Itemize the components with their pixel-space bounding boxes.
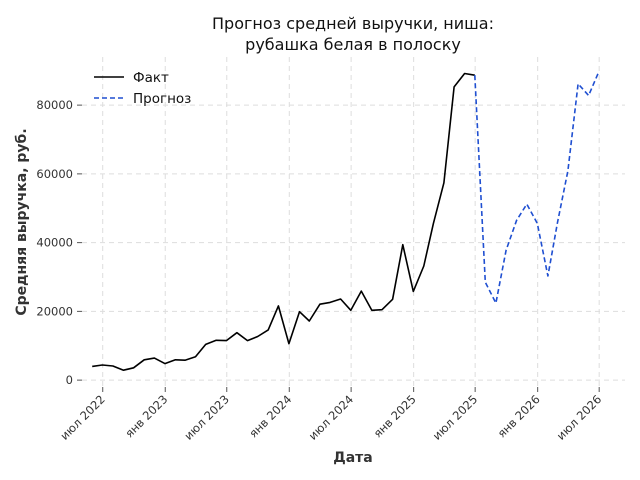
series-line-forecast — [474, 71, 600, 304]
x-tick-label: июл 2026 — [554, 392, 605, 443]
legend-label-fact: Факт — [133, 70, 169, 86]
x-tick-label: июл 2022 — [57, 392, 108, 443]
legend-label-forecast: Прогноз — [133, 91, 191, 107]
grid — [82, 57, 625, 387]
y-tick-label: 20000 — [36, 304, 73, 318]
x-axis-label: Дата — [333, 450, 372, 466]
x-tick-label: янв 2026 — [495, 392, 543, 440]
x-tick-label: июл 2023 — [181, 392, 232, 443]
x-tick-label: июл 2024 — [306, 392, 357, 443]
y-tick-label: 0 — [66, 373, 73, 387]
series-line-fact — [92, 72, 475, 371]
chart-title-line-1: Прогноз средней выручки, ниша: — [212, 14, 494, 33]
x-tick-label: янв 2025 — [371, 392, 419, 440]
y-tick-label: 80000 — [36, 98, 73, 112]
series-lines — [92, 71, 600, 371]
y-axis-label: Средняя выручка, руб. — [14, 128, 30, 315]
x-tick-label: янв 2023 — [122, 392, 170, 440]
chart-title-line-2: рубашка белая в полоску — [245, 35, 461, 54]
y-tick-label: 40000 — [36, 236, 73, 250]
x-tick-label: июл 2025 — [430, 392, 481, 443]
y-axis-ticks: 0 20000 40000 60000 80000 — [36, 98, 82, 387]
legend: Факт Прогноз — [94, 70, 191, 107]
x-tick-label: янв 2024 — [246, 392, 294, 440]
x-axis-ticks: июл 2022 янв 2023 июл 2023 янв 2024 июл 2024… — [57, 387, 604, 443]
y-tick-label: 60000 — [36, 167, 73, 181]
